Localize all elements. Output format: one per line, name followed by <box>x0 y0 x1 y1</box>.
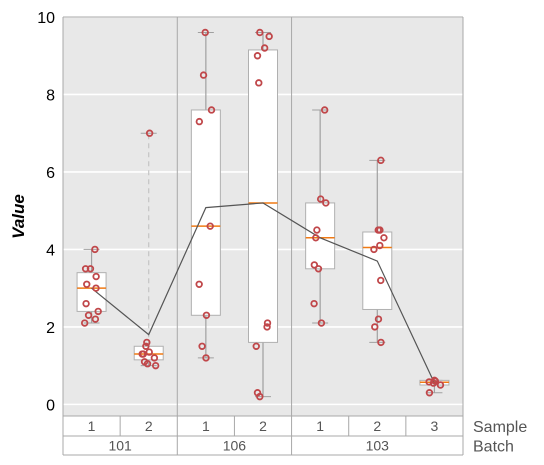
data-point <box>256 392 264 401</box>
data-point <box>86 265 95 273</box>
data-point <box>376 241 384 250</box>
x-axis-table: 1 2 1 2 1 2 3 101 106 103 Sample Batch <box>62 16 527 456</box>
data-point <box>83 280 91 288</box>
data-point <box>376 226 384 234</box>
sample-label: 2 <box>259 418 267 434</box>
data-points <box>80 28 445 401</box>
box-body <box>190 109 221 316</box>
data-point <box>314 265 323 273</box>
data-point <box>92 284 100 292</box>
data-point <box>265 32 273 41</box>
box-body <box>305 202 336 270</box>
data-point <box>150 354 159 362</box>
data-point <box>255 79 263 87</box>
batch-label: 101 <box>108 438 132 454</box>
data-point <box>201 28 209 37</box>
batch-separators <box>176 17 293 416</box>
y-tick-label: 8 <box>46 87 55 104</box>
data-point <box>253 52 262 60</box>
data-point <box>320 106 329 114</box>
mean-line-layer <box>91 202 435 384</box>
sample-label: 2 <box>373 418 381 434</box>
data-point <box>82 299 90 308</box>
data-point <box>371 323 379 331</box>
data-point <box>380 234 388 242</box>
data-point <box>260 44 269 52</box>
sample-label: 1 <box>88 418 96 434</box>
data-point <box>199 71 208 79</box>
level-name-batch: Batch <box>473 439 514 456</box>
data-point <box>91 245 99 254</box>
level-name-sample: Sample <box>473 419 527 436</box>
data-point <box>92 272 100 281</box>
data-point <box>195 280 203 288</box>
box-106-sample-2 <box>248 31 278 398</box>
data-point <box>377 338 385 347</box>
data-point <box>312 234 320 242</box>
data-point <box>143 360 152 368</box>
data-point <box>91 315 100 323</box>
data-point <box>138 350 146 358</box>
data-point <box>263 319 272 327</box>
data-point <box>317 319 326 327</box>
data-point <box>316 195 325 203</box>
data-point <box>195 117 204 126</box>
data-point <box>377 276 385 285</box>
data-point <box>94 307 102 316</box>
data-point <box>310 299 318 308</box>
y-tick-label: 0 <box>46 397 55 414</box>
y-tick-label: 4 <box>46 242 55 259</box>
sample-label: 3 <box>431 418 439 434</box>
data-point <box>310 261 319 269</box>
data-point <box>142 342 150 350</box>
sample-label: 1 <box>316 418 324 434</box>
data-point <box>425 378 433 386</box>
data-point <box>84 311 93 319</box>
data-point <box>377 156 385 165</box>
data-point <box>256 28 264 37</box>
data-point <box>425 389 434 397</box>
data-point <box>80 319 89 327</box>
data-point <box>436 381 445 389</box>
box-103-sample-1 <box>305 109 336 324</box>
box-body <box>248 49 278 343</box>
data-point <box>151 361 160 370</box>
y-tick-label: 6 <box>46 165 55 182</box>
data-point <box>145 348 153 356</box>
y-tick-label: 2 <box>46 320 55 337</box>
data-point <box>143 338 151 347</box>
data-point <box>370 245 378 254</box>
data-point <box>374 315 383 323</box>
data-point <box>252 342 260 350</box>
y-axis-label: Value <box>9 194 28 239</box>
box-106-sample-1 <box>190 31 221 359</box>
data-point <box>145 129 154 137</box>
sample-label: 2 <box>145 418 153 434</box>
data-point <box>202 311 211 319</box>
batch-label: 106 <box>223 438 247 454</box>
y-tick-label: 10 <box>37 10 55 27</box>
mean-line <box>91 202 435 384</box>
data-point <box>207 106 216 114</box>
box-body <box>76 272 107 312</box>
sample-label: 1 <box>202 418 210 434</box>
batch-label: 103 <box>366 438 390 454</box>
data-point <box>429 379 438 387</box>
data-point <box>198 342 206 350</box>
data-point <box>206 222 214 230</box>
y-axis: 0 2 4 6 8 10 <box>37 10 55 414</box>
data-point <box>322 199 330 207</box>
data-point <box>202 354 210 362</box>
data-point <box>263 323 271 331</box>
data-point <box>313 226 321 234</box>
